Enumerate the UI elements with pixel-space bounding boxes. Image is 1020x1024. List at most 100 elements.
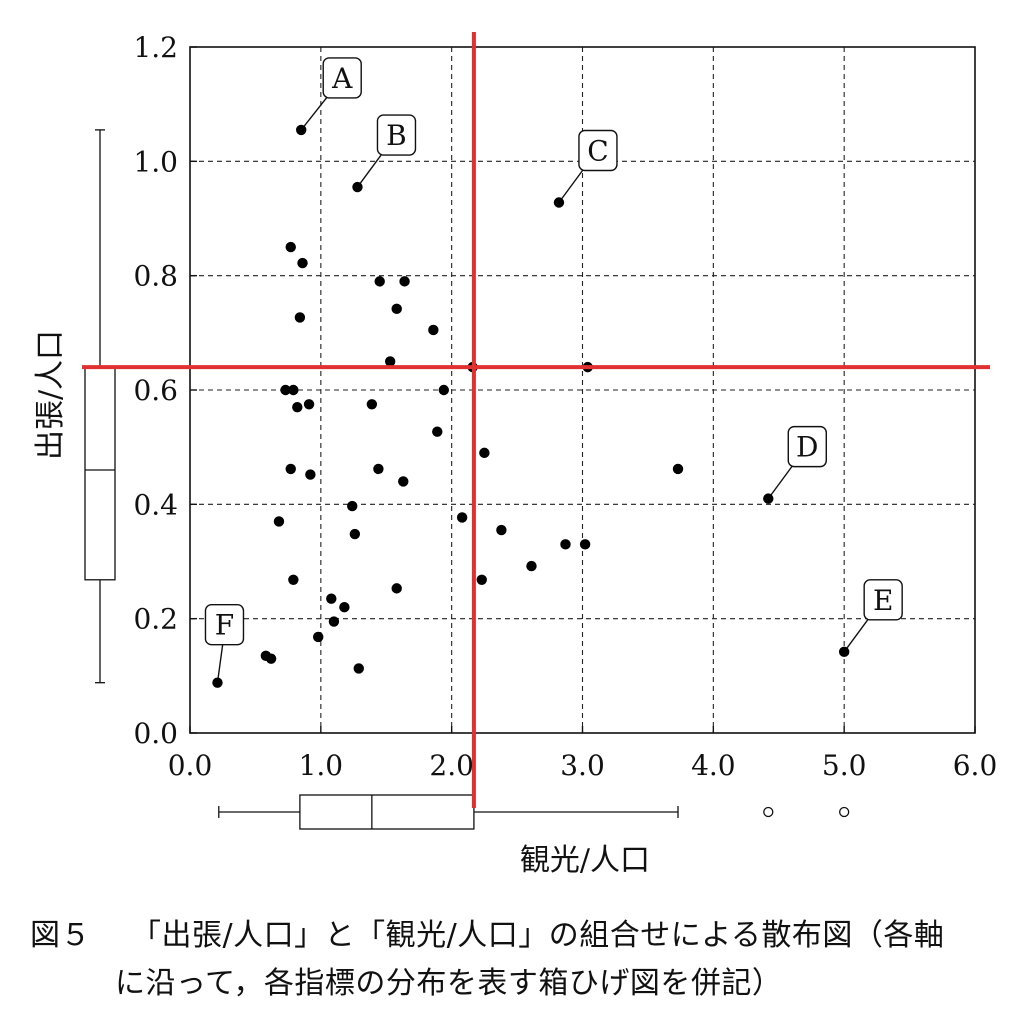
callout-label: E xyxy=(873,584,893,617)
x-boxplot-box xyxy=(299,794,475,830)
callout-pointer xyxy=(843,613,873,653)
data-point xyxy=(428,324,439,336)
reference-lines xyxy=(82,32,990,808)
point-callouts: AB C D E F xyxy=(204,57,903,688)
data-point xyxy=(305,469,316,480)
data-point xyxy=(328,616,340,627)
axis-ticks: 0.0 1.0 2.0 3.0 4.0 5.0 6.0 0.0 0.2 0.4 0.6 0.8 1.0 1… xyxy=(133,31,997,782)
data-point xyxy=(297,257,308,269)
callout-pointer xyxy=(300,91,332,131)
labeled-point xyxy=(352,181,363,193)
data-point xyxy=(526,560,537,572)
caption-line-2: に沿って，各指標の分布を表す箱ひげ図を併記） xyxy=(115,966,783,1001)
data-point xyxy=(347,500,358,512)
grid xyxy=(190,47,975,733)
data-point xyxy=(398,476,409,487)
labeled-point xyxy=(763,493,774,504)
data-point xyxy=(349,528,361,540)
y-tick-label: 0.4 xyxy=(133,488,178,521)
callout-f: F xyxy=(204,603,245,688)
callout-box xyxy=(322,57,362,99)
data-point xyxy=(288,384,299,396)
x-tick-label: 5.0 xyxy=(822,749,867,782)
x-tick-label: 3.0 xyxy=(560,749,605,782)
x-tick-label: 2.0 xyxy=(429,749,474,782)
data-point xyxy=(339,602,350,613)
callout-c: C xyxy=(553,129,618,208)
data-point xyxy=(438,384,450,396)
callout-a: A xyxy=(296,57,362,136)
y-tick-label: 0.8 xyxy=(133,260,178,293)
labeled-point xyxy=(838,646,850,658)
data-point xyxy=(373,463,384,475)
figure-caption: 図５ 「出張/人口」と「観光/人口」の組合せによる散布図（各軸 に沿って，各指標の… xyxy=(30,912,1000,1008)
x-tick-label: 0.0 xyxy=(168,749,213,782)
data-point xyxy=(672,463,684,475)
callout-box xyxy=(863,579,903,621)
callout-b: B xyxy=(352,114,417,193)
data-point xyxy=(391,303,402,315)
data-point xyxy=(294,312,306,323)
data-point xyxy=(391,583,402,594)
callout-d: D xyxy=(763,425,827,504)
data-point xyxy=(326,593,337,604)
scatter-chart: 0.0 1.0 2.0 3.0 4.0 5.0 6.0 0.0 0.2 0.4 0.6 0.8 1.0 1… xyxy=(33,31,997,878)
data-point xyxy=(303,399,315,410)
callout-pointer xyxy=(356,148,387,188)
data-point xyxy=(476,574,487,585)
figure-number: 図５ xyxy=(30,918,91,953)
callout-label: B xyxy=(386,119,407,152)
x-boxplot-outlier xyxy=(763,806,774,818)
labeled-point xyxy=(296,124,307,136)
data-point xyxy=(280,384,291,396)
x-boxplot-outlier xyxy=(839,806,850,818)
caption-line-1: 図５ 「出張/人口」と「観光/人口」の組合せによる散布図（各軸 xyxy=(30,918,944,953)
y-tick-label: 0.0 xyxy=(133,717,178,750)
caption-text-1: 「出張/人口」と「観光/人口」の組合せによる散布図（各軸 xyxy=(131,918,945,953)
y-boxplot-box xyxy=(84,366,116,581)
data-point xyxy=(456,512,468,523)
data-point xyxy=(313,631,324,643)
data-point xyxy=(285,463,296,475)
callout-box xyxy=(204,603,245,646)
callout-label: C xyxy=(587,134,608,167)
callout-pointer xyxy=(558,164,588,203)
data-point xyxy=(374,276,385,287)
y-tick-label: 1.0 xyxy=(133,145,178,178)
data-point xyxy=(560,539,571,550)
boxplots xyxy=(84,129,850,830)
labeled-point xyxy=(553,197,565,208)
data-point xyxy=(384,356,396,367)
data-point xyxy=(285,241,296,253)
x-axis-label: 観光/人口 xyxy=(520,843,650,878)
x-tick-label: 6.0 xyxy=(953,749,998,782)
callout-e: E xyxy=(838,579,903,658)
data-point xyxy=(288,574,299,585)
data-point xyxy=(292,401,303,413)
x-tick-label: 4.0 xyxy=(691,749,736,782)
data-point xyxy=(579,539,591,550)
callout-label: F xyxy=(215,609,234,642)
data-points xyxy=(260,241,684,674)
callout-pointer xyxy=(767,460,797,500)
y-tick-label: 0.6 xyxy=(133,374,178,407)
x-tick-label: 1.0 xyxy=(299,749,344,782)
data-point xyxy=(432,426,443,437)
y-tick-label: 1.2 xyxy=(133,31,178,64)
data-point xyxy=(273,516,285,527)
callout-box xyxy=(376,114,417,156)
y-axis-label: 出張/人口 xyxy=(33,330,68,460)
data-point xyxy=(366,399,378,410)
callout-pointer xyxy=(216,638,225,683)
data-point xyxy=(479,447,490,459)
data-point xyxy=(265,653,277,664)
data-point xyxy=(496,524,507,536)
callout-label: D xyxy=(796,431,818,464)
y-tick-label: 0.2 xyxy=(133,603,178,636)
callout-label: A xyxy=(331,62,353,95)
labeled-point xyxy=(212,677,223,688)
callout-box xyxy=(578,129,618,172)
data-point xyxy=(353,663,364,674)
callout-box xyxy=(787,425,827,468)
data-point xyxy=(399,276,410,287)
